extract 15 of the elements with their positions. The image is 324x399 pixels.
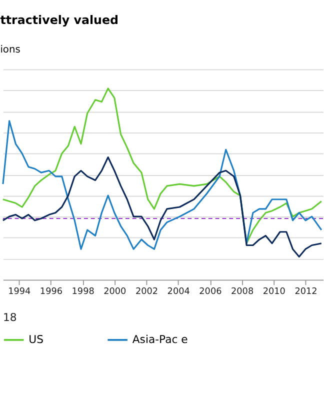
x-tick-label: 2006 (199, 287, 222, 298)
chart-subtitle: ions (0, 44, 20, 56)
x-tick-label: 1998 (72, 287, 95, 298)
x-tick-label: 2010 (262, 287, 286, 298)
x-tick-label: 2000 (104, 287, 127, 298)
x-tick-label: 1996 (40, 287, 63, 298)
legend-label: US (28, 332, 44, 346)
text: 18 (2, 311, 17, 324)
chart-title: ttractively valued (0, 12, 118, 27)
x-tick-label: 2008 (231, 287, 254, 298)
x-tick-label: 2012 (294, 287, 318, 298)
x-tick-label: 1994 (8, 287, 32, 298)
x-tick-label: 2002 (135, 287, 158, 298)
legend-label: Asia-Pac e (132, 332, 188, 346)
x-tick-label: 2004 (167, 287, 190, 298)
